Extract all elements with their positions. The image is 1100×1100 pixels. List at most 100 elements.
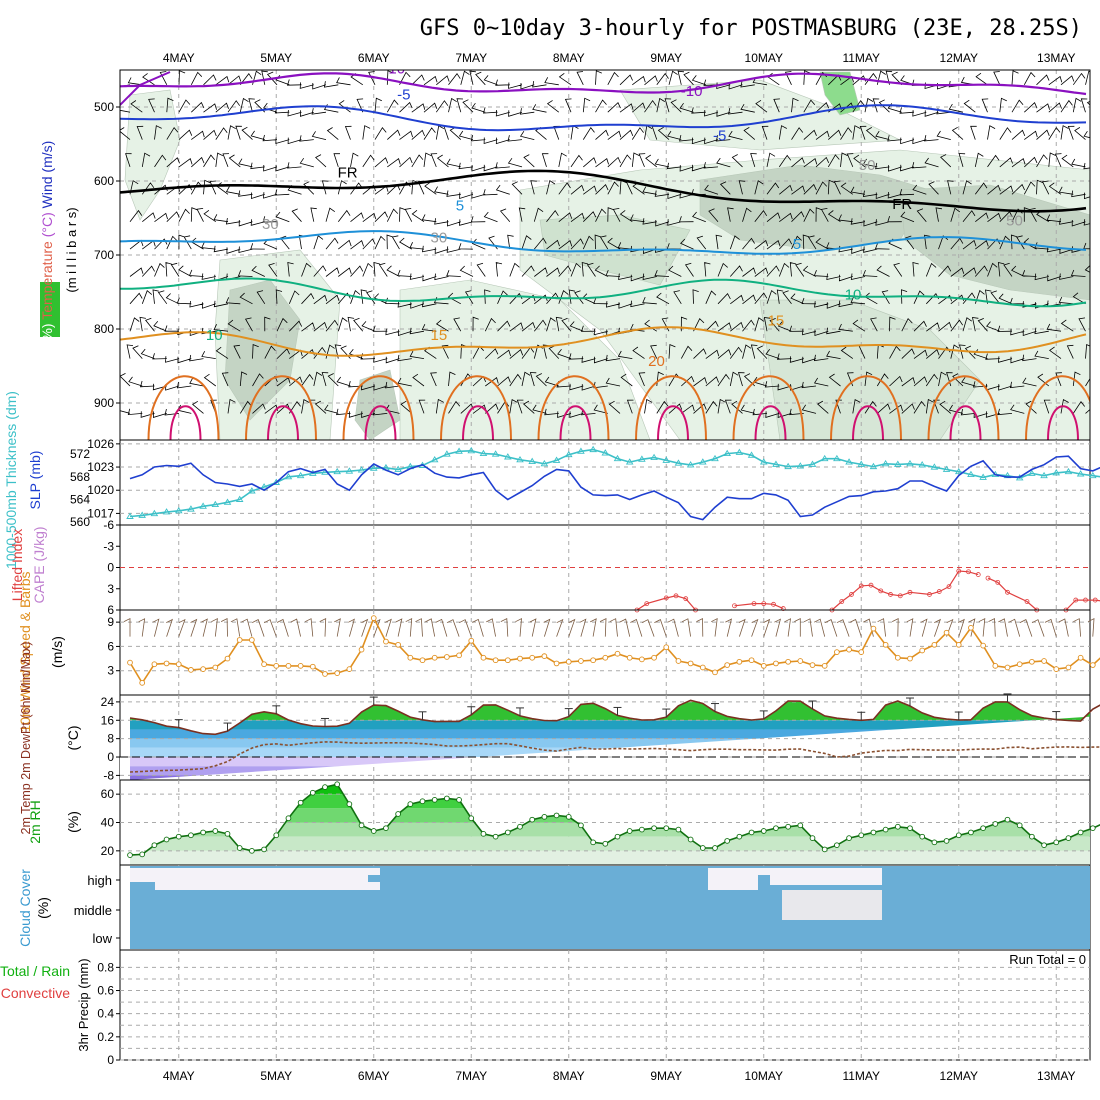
wind-speed-point [663, 644, 670, 651]
isotherm-20 [537, 375, 610, 440]
rh-point [992, 821, 999, 827]
rh-point [188, 832, 194, 839]
isotherm-labels: 10 -10 -5 -5 FR FR 5 5 10 10 15 15 20 30 30 50 50 [206, 61, 1023, 370]
rh-point [919, 833, 926, 840]
panel-labels: 1000-500mb Thickness (dm) SLP (mb) Lifte… [0, 391, 1086, 1052]
contour-label: -5 [713, 127, 726, 144]
axis-tick: 0.6 [97, 984, 114, 998]
millibars-label: (m i l l i b a r s) [64, 207, 79, 292]
rh-point [931, 839, 938, 846]
thickness-point [833, 454, 841, 462]
temp-band [130, 757, 1090, 767]
rh-point [1089, 825, 1096, 832]
isotherm-25 [267, 405, 299, 440]
isotherm-20 [927, 375, 1000, 440]
contour-label: -5 [397, 87, 410, 104]
isotherm-10 [120, 277, 1087, 308]
temp-panel: -8 0 8 16 24 [101, 693, 1100, 782]
day-label-top: 5MAY [260, 51, 292, 65]
rh-point [724, 838, 731, 844]
isotherm-25 [364, 405, 397, 440]
wind-speed-point [541, 653, 548, 659]
thickness-point [491, 450, 500, 457]
thickness-point [516, 455, 524, 463]
thickness-point [564, 450, 573, 458]
wind-speed-point [456, 652, 462, 659]
day-labels-top: 4MAY 5MAY 6MAY 7MAY 8MAY 9MAY 10MAY 11MAY 12MAY 1… [163, 51, 1076, 65]
thickness-point [869, 462, 878, 470]
lifted-index-point [683, 596, 689, 602]
rh-point [529, 816, 536, 823]
cloud-row-label: high [87, 873, 112, 888]
temp-band [130, 738, 1090, 748]
rh-point [297, 799, 304, 806]
rh-point [760, 828, 767, 834]
wind-speed-point [236, 637, 243, 643]
axis-tick: 20 [101, 844, 115, 858]
contour-label: FR [892, 196, 912, 213]
wind-speed-point [858, 649, 865, 655]
wind-speed-point [139, 680, 146, 686]
day-label-bottom: 10MAY [745, 1069, 783, 1083]
isotherm-lines [120, 71, 1090, 440]
wind-speed-point [151, 661, 158, 668]
wind-speed-point [395, 641, 401, 648]
lifted-index-point [849, 592, 854, 597]
axis-tick: 9 [107, 615, 114, 629]
day-label-top: 11MAY [842, 51, 880, 65]
thickness-point [747, 451, 756, 458]
wind-speed-point [821, 663, 828, 669]
wind-barbs [123, 617, 1095, 637]
pressure-ticks: 500 600 700 800 900 [94, 100, 120, 410]
day-label-bottom: 6MAY [358, 1069, 390, 1083]
rh-point [249, 847, 255, 854]
wind-speed-point [870, 625, 877, 632]
axis-tick: 0 [107, 561, 114, 575]
rh-point [261, 846, 267, 853]
rh-point [1029, 833, 1035, 840]
wind-speed-point [699, 664, 706, 671]
rh-point [870, 829, 877, 836]
rh-point [614, 833, 621, 840]
contour-label: 10 [388, 61, 405, 78]
isotherm-15 [120, 326, 1087, 357]
clear-sky-block [330, 882, 380, 890]
thickness-point [199, 502, 207, 509]
thickness-tick: 572 [70, 447, 90, 461]
thickness-point [857, 460, 866, 467]
rh-point [224, 830, 231, 837]
isotherm-25 [559, 405, 592, 440]
wind-speed-point [931, 641, 938, 648]
wind-speed-point [383, 638, 389, 645]
rh-point [541, 813, 548, 820]
wind-speed-point [468, 637, 475, 644]
wind-speed-point [614, 650, 621, 657]
wind-speed-point [919, 647, 926, 654]
cloud-row-label: low [92, 931, 112, 946]
lifted-index-point [897, 593, 903, 599]
thickness-point [174, 506, 183, 514]
temp-band [130, 720, 1090, 730]
rh-point [1041, 842, 1047, 849]
thickness-point [796, 462, 805, 469]
rh-point [309, 789, 316, 796]
thickness-point [662, 456, 671, 463]
wind-speed-point [444, 654, 450, 660]
axis-tick: 40 [101, 816, 115, 830]
axis-tick: 24 [101, 695, 115, 709]
wind-speed-point [760, 663, 767, 669]
rh-point [1077, 829, 1084, 836]
thickness-point [187, 505, 195, 512]
freezing-line [120, 169, 1087, 213]
temp-band [130, 729, 1090, 739]
isotherm-20 [342, 375, 415, 440]
contour-label: 30 [431, 229, 448, 246]
thickness-point [942, 465, 951, 472]
thickness-point [930, 463, 939, 470]
wind-speed-point [590, 657, 596, 664]
thickness-point [894, 460, 902, 467]
day-label-top: 4MAY [163, 51, 195, 65]
axis-tick: 0.8 [97, 960, 114, 974]
chart-title: GFS 0~10day 3-hourly for POSTMASBURG (23… [420, 16, 1082, 41]
clear-sky-block [368, 868, 380, 875]
